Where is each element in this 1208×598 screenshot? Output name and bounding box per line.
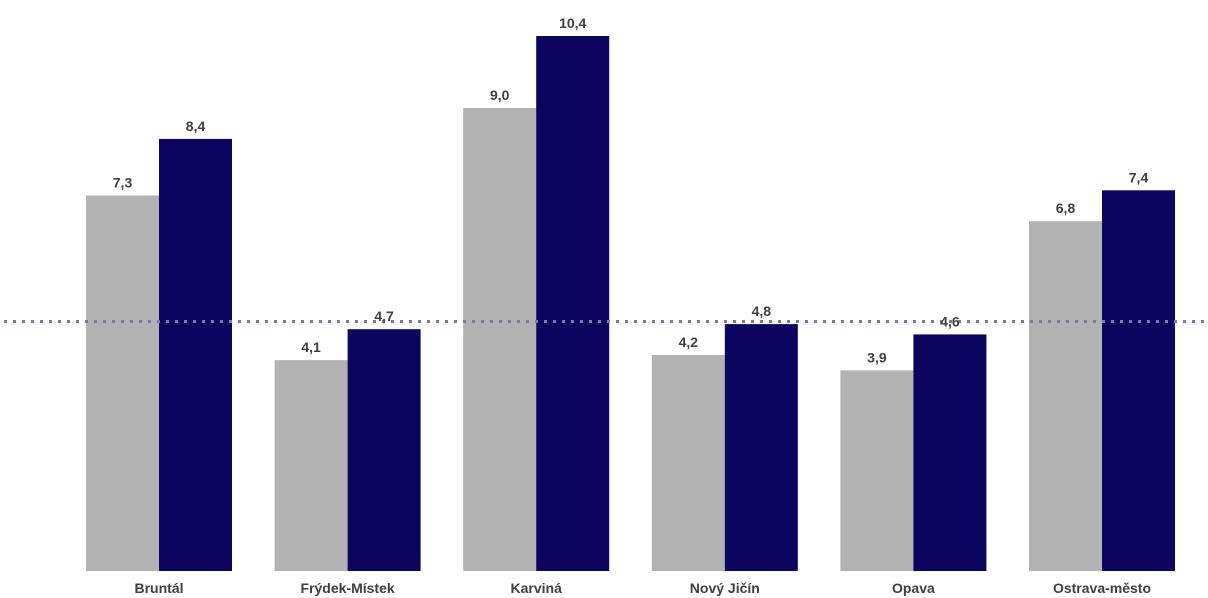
category-label-2: Karviná: [511, 580, 563, 596]
bar-s1-5: [1029, 221, 1102, 571]
bar-s2-3: [724, 324, 798, 571]
bar-s1-4: [840, 370, 914, 571]
category-label-1: Frýdek-Místek: [301, 580, 395, 596]
data-label-s1-0: 7,3: [113, 175, 133, 191]
data-label-s2-3: 4,8: [752, 303, 772, 319]
bar-s2-0: [159, 138, 232, 571]
category-label-5: Ostrava-město: [1053, 580, 1151, 596]
bar-s2-5: [1102, 190, 1175, 572]
category-label-0: Bruntál: [135, 580, 184, 596]
data-label-s1-4: 3,9: [867, 349, 887, 365]
data-label-s1-1: 4,1: [301, 339, 321, 355]
data-label-s2-0: 8,4: [186, 118, 206, 134]
data-label-s2-1: 4,7: [374, 308, 394, 324]
data-label-s2-4: 4,6: [940, 313, 960, 329]
bars-layer: [86, 36, 1175, 572]
bar-s2-1: [347, 329, 421, 571]
bar-s1-2: [463, 108, 537, 571]
bar-s1-0: [86, 195, 159, 571]
value-labels-layer: 7,3 8,4 4,1 4,7 9,0 10,4 4,2 4,8 3,9 4,6 6,8 7,4: [113, 15, 1149, 365]
data-label-s1-5: 6,8: [1056, 200, 1076, 216]
data-label-s2-5: 7,4: [1129, 169, 1149, 185]
data-label-s1-3: 4,2: [679, 334, 699, 350]
bar-s2-4: [913, 334, 987, 571]
category-label-4: Opava: [892, 580, 935, 596]
category-labels-layer: Bruntál Frýdek-Místek Karviná Nový Jičín Opa…: [135, 580, 1152, 596]
data-label-s2-2: 10,4: [559, 15, 586, 31]
category-label-3: Nový Jičín: [690, 580, 760, 596]
data-label-s1-2: 9,0: [490, 87, 510, 103]
bar-s2-2: [536, 36, 610, 571]
bar-s1-3: [651, 354, 725, 571]
bar-s1-1: [274, 360, 348, 571]
